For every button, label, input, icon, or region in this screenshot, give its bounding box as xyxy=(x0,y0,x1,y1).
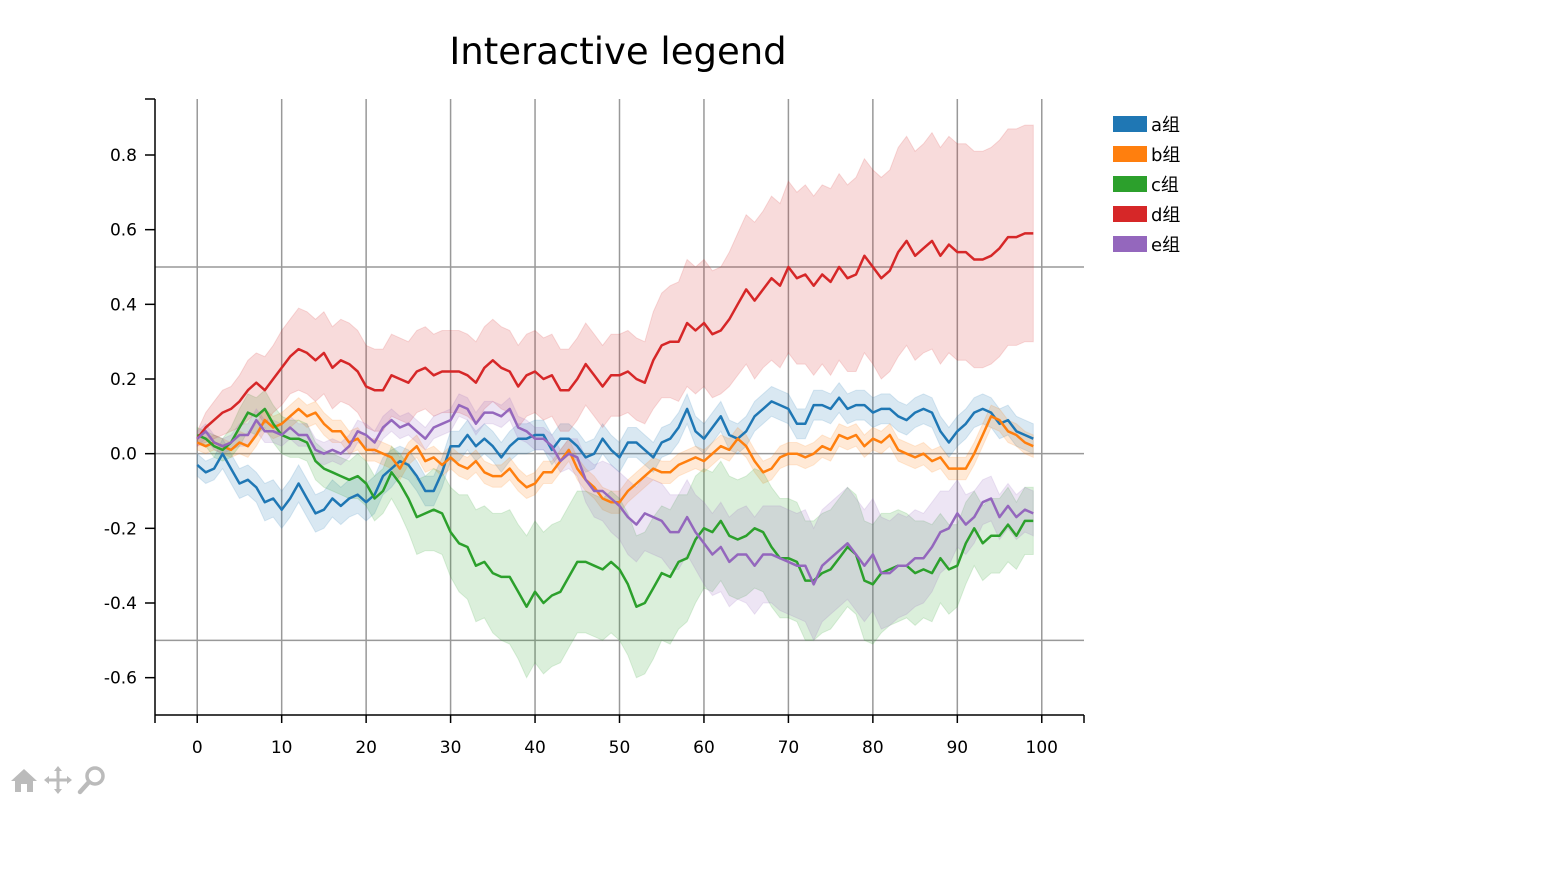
legend[interactable]: a组 b组 c组 d组 e组 xyxy=(1113,115,1180,256)
y-tick-label: 0.4 xyxy=(110,295,137,315)
series-band-0 xyxy=(196,381,1034,533)
toolbar xyxy=(8,764,108,796)
series-band-1 xyxy=(196,397,1034,514)
chart-title: Interactive legend xyxy=(449,30,786,73)
legend-item-2[interactable]: c组 xyxy=(1113,175,1179,196)
legend-item-0[interactable]: a组 xyxy=(1113,115,1180,136)
y-tick-label: -0.4 xyxy=(104,594,137,614)
y-tick-label: -0.6 xyxy=(104,669,137,689)
x-tick-label: 60 xyxy=(693,738,715,758)
legend-label: d组 xyxy=(1151,205,1180,226)
legend-swatch xyxy=(1113,236,1147,252)
x-tick-label: 40 xyxy=(524,738,546,758)
legend-item-1[interactable]: b组 xyxy=(1113,145,1180,166)
y-tick-label: 0.8 xyxy=(110,146,137,166)
legend-label: e组 xyxy=(1151,235,1180,256)
x-tick-label: 70 xyxy=(778,738,800,758)
legend-item-3[interactable]: d组 xyxy=(1113,205,1180,226)
axes: 0 10 20 30 40 50 60 70 80 90 100 -0.6 -0.4 -0.2 0.0 0.2… xyxy=(104,98,1085,758)
series-line-4 xyxy=(196,403,1034,586)
x-tick-label: 0 xyxy=(192,738,203,758)
legend-swatch xyxy=(1113,206,1147,222)
legend-swatch xyxy=(1113,116,1147,132)
zoom-icon[interactable] xyxy=(76,764,108,796)
x-tick-label: 80 xyxy=(862,738,884,758)
series-line-3 xyxy=(196,232,1034,440)
series-band-2 xyxy=(196,389,1034,679)
move-icon[interactable] xyxy=(42,764,74,796)
confidence-bands xyxy=(196,124,1034,679)
x-tick-label: 30 xyxy=(440,738,462,758)
x-tick-label: 20 xyxy=(355,738,377,758)
legend-item-4[interactable]: e组 xyxy=(1113,235,1180,256)
legend-label: a组 xyxy=(1151,115,1180,136)
x-tick-label: 10 xyxy=(271,738,293,758)
y-tick-label: 0.6 xyxy=(110,221,137,241)
y-tick-label: -0.2 xyxy=(104,519,137,539)
grid xyxy=(155,99,1084,715)
y-tick-label: 0.0 xyxy=(110,445,137,465)
legend-label: b组 xyxy=(1151,145,1180,166)
series-band-4 xyxy=(196,393,1034,642)
series-band-3 xyxy=(196,124,1034,447)
series-line-2 xyxy=(196,407,1034,608)
series-lines xyxy=(196,232,1034,608)
legend-swatch xyxy=(1113,146,1147,162)
y-tick-label: 0.2 xyxy=(110,370,137,390)
home-icon[interactable] xyxy=(8,764,40,796)
legend-swatch xyxy=(1113,176,1147,192)
x-tick-label: 90 xyxy=(946,738,968,758)
x-tick-label: 50 xyxy=(609,738,631,758)
series-line-0 xyxy=(196,396,1034,515)
x-tick-label: 100 xyxy=(1026,738,1058,758)
legend-label: c组 xyxy=(1151,175,1179,196)
